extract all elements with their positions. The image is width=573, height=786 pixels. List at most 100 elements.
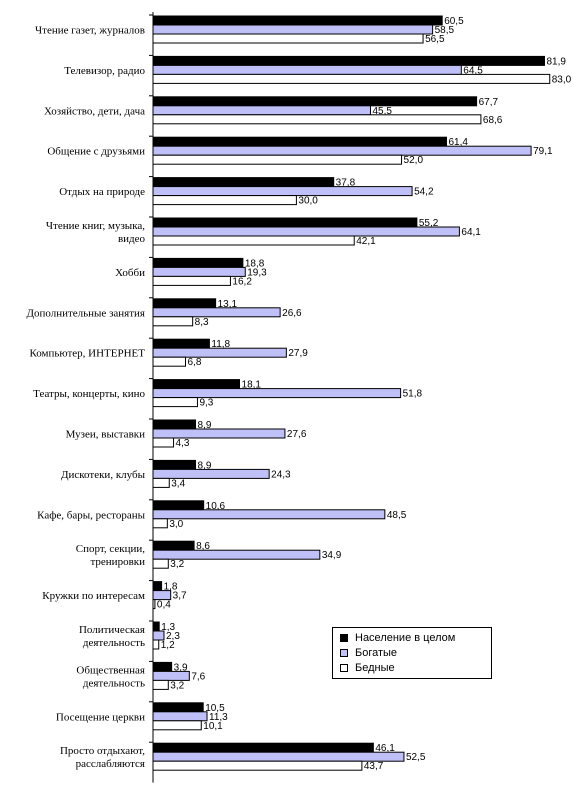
bar-poor — [152, 316, 194, 327]
legend-label-poor: Бедные — [355, 662, 395, 674]
bar-population — [152, 459, 197, 470]
bar-population — [152, 621, 160, 632]
data-label-rich: 48,5 — [387, 510, 407, 521]
legend-item-population: Население в целом — [340, 631, 491, 646]
data-label-population: 60,5 — [444, 16, 464, 27]
category-label: Общение с друзьями — [47, 146, 145, 158]
data-label-rich: 64,1 — [461, 227, 481, 238]
category-label: тренировки — [90, 556, 145, 568]
data-label-rich: 2,3 — [166, 631, 180, 642]
bar-poor — [152, 275, 231, 286]
bar-rich — [152, 24, 434, 35]
bar-poor — [152, 73, 551, 84]
data-label-rich: 26,6 — [282, 308, 302, 319]
category-label: Отдых на природе — [59, 186, 145, 198]
category-label: Спорт, секции, — [76, 543, 145, 555]
bar-rich — [152, 347, 287, 358]
bar-rich — [152, 388, 402, 399]
bar-poor — [152, 558, 169, 569]
bar-population — [152, 217, 418, 228]
bar-population — [152, 55, 545, 66]
bar-population — [152, 419, 197, 430]
legend-label-rich: Богатые — [355, 647, 398, 659]
bar-population — [152, 581, 163, 592]
data-label-poor: 42,1 — [356, 236, 376, 247]
category-label: Хозяйство, дети, дача — [44, 105, 145, 117]
data-label-rich: 27,9 — [288, 348, 308, 359]
data-label-rich: 3,7 — [173, 591, 187, 602]
data-label-rich: 58,5 — [435, 25, 455, 36]
category-label: деятельность — [83, 677, 145, 689]
data-label-population: 1,8 — [164, 582, 178, 593]
data-label-population: 1,3 — [161, 622, 175, 633]
category-label: Чтение книг, музыка, — [46, 220, 145, 232]
bar-poor — [152, 437, 175, 448]
legend-item-poor: Бедные — [340, 661, 491, 676]
legend-label-population: Население в целом — [355, 632, 456, 644]
data-label-poor: 8,3 — [195, 317, 209, 328]
bar-poor — [152, 235, 355, 246]
data-label-rich: 52,5 — [406, 752, 426, 763]
legend-swatch-poor — [340, 664, 348, 672]
data-label-poor: 0,4 — [157, 600, 171, 611]
bar-population — [152, 742, 374, 753]
data-label-poor: 52,0 — [404, 155, 424, 166]
legend-swatch-rich — [340, 649, 348, 657]
data-label-poor: 6,8 — [188, 357, 202, 368]
bar-population — [152, 136, 447, 147]
data-label-population: 55,2 — [419, 218, 439, 229]
data-label-population: 18,1 — [242, 380, 262, 391]
category-label: Политическая — [79, 624, 145, 636]
bar-poor — [152, 114, 482, 125]
bar-poor — [152, 639, 160, 650]
data-label-population: 10,6 — [206, 501, 226, 512]
category-label: Хобби — [115, 267, 145, 279]
bar-rich — [152, 307, 281, 318]
bar-rich — [152, 549, 321, 560]
data-label-population: 11,8 — [211, 339, 230, 350]
category-label: Просто отдыхают, — [60, 745, 145, 757]
data-label-population: 61,4 — [448, 137, 468, 148]
data-label-population: 8,9 — [198, 460, 212, 471]
bar-rich — [152, 105, 371, 116]
category-label: Театры, концерты, кино — [33, 388, 145, 400]
data-label-population: 18,8 — [245, 258, 265, 269]
category-label: Чтение газет, журналов — [35, 25, 145, 37]
data-label-rich: 54,2 — [414, 187, 434, 198]
bar-population — [152, 702, 204, 713]
data-label-poor: 3,2 — [170, 680, 184, 691]
legend-swatch-population — [340, 634, 348, 642]
bar-rich — [152, 751, 405, 762]
data-label-rich: 51,8 — [403, 389, 423, 400]
bar-rich — [152, 64, 462, 75]
data-label-rich: 34,9 — [322, 550, 342, 561]
data-label-rich: 64,5 — [463, 65, 483, 76]
category-label: Дополнительные занятия — [26, 307, 145, 319]
category-label: расслабляются — [76, 758, 145, 770]
data-label-rich: 27,6 — [287, 429, 307, 440]
data-label-population: 10,5 — [205, 703, 225, 714]
bar-population — [152, 661, 173, 672]
data-label-population: 67,7 — [479, 97, 499, 108]
bar-rich — [152, 670, 190, 681]
data-label-population: 8,6 — [196, 541, 210, 552]
bar-rich — [152, 145, 532, 156]
data-label-rich: 7,6 — [191, 671, 205, 682]
bar-poor — [152, 33, 424, 44]
bar-poor — [152, 154, 403, 165]
data-label-poor: 43,7 — [364, 761, 384, 772]
data-label-rich: 11,3 — [209, 712, 228, 723]
data-label-poor: 10,1 — [203, 721, 223, 732]
bar-rich — [152, 266, 246, 277]
bar-population — [152, 15, 443, 26]
data-label-population: 81,9 — [546, 56, 566, 67]
category-label: Дискотеки, клубы — [61, 469, 146, 481]
bar-rich — [152, 509, 386, 520]
data-label-population: 8,9 — [198, 420, 212, 431]
bar-population — [152, 177, 335, 188]
bar-poor — [152, 599, 156, 610]
data-label-poor: 4,3 — [176, 438, 190, 449]
data-label-rich: 19,3 — [247, 267, 267, 278]
data-label-poor: 3,4 — [171, 478, 185, 489]
